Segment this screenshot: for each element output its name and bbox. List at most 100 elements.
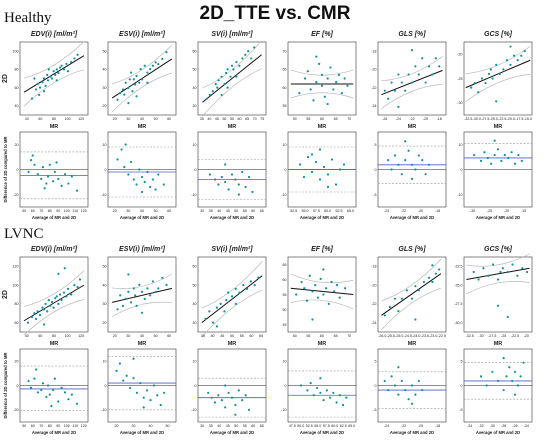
data-point-lvnc-gcs-bland-altman [514, 394, 516, 396]
x-tick-label-lvnc-esv-i-bland-altman: 30 [132, 424, 136, 428]
data-point-lvnc-sv-i-bland-altman [245, 394, 247, 396]
x-tick-label-lvnc-edv-i-regression: 80 [52, 334, 56, 338]
x-tick-label-healthy-sv-i-regression: 45 [215, 117, 219, 121]
y-tick-label-healthy-gls-regression: -22 [371, 86, 376, 90]
ci-lower-lvnc-gcs-regression [466, 281, 529, 293]
data-point-lvnc-gcs-bland-altman [491, 371, 493, 373]
data-point-healthy-gcs-bland-altman [483, 151, 485, 153]
data-point-healthy-edv-i-bland-altman [33, 164, 35, 166]
data-point-lvnc-gls-regression [438, 268, 440, 270]
y-tick-label-lvnc-esv-i-bland-altman: -10 [101, 408, 106, 412]
data-point-healthy-edv-i-bland-altman [49, 164, 51, 166]
x-tick-label-healthy-gls-regression: -26 [382, 117, 387, 121]
data-point-healthy-esv-i-bland-altman [123, 166, 125, 168]
data-point-healthy-sv-i-bland-altman [217, 183, 219, 185]
x-tick-label-healthy-ef-bland-altman: 57.5 [313, 209, 320, 213]
data-point-healthy-esv-i-regression [130, 71, 132, 73]
data-point-healthy-gls-regression [401, 81, 403, 83]
data-point-lvnc-esv-i-bland-altman [122, 380, 124, 382]
data-point-lvnc-gcs-bland-altman [480, 375, 482, 377]
data-point-healthy-ef-regression [338, 74, 340, 76]
data-point-lvnc-sv-i-regression [235, 303, 237, 305]
data-point-healthy-sv-i-regression [235, 76, 237, 78]
data-point-healthy-edv-i-bland-altman [47, 175, 49, 177]
data-point-healthy-esv-i-regression [125, 82, 127, 84]
data-point-lvnc-esv-i-regression [116, 308, 118, 310]
y-tick-label-healthy-gcs-regression: -25 [457, 77, 462, 81]
y-tick-label-healthy-sv-i-bland-altman: 10 [193, 143, 197, 147]
data-point-lvnc-gcs-regression [487, 275, 489, 277]
data-point-healthy-gls-bland-altman [401, 173, 403, 175]
panel-title-lvnc-sv-i-regression: SV(i) [ml/m²] [211, 246, 253, 253]
xlabel-healthy-edv-i-regression: MR [50, 124, 59, 130]
ci-upper-healthy-gls-regression [381, 56, 442, 80]
panel-title-healthy-ef-regression: EF [%] [311, 31, 333, 38]
data-point-healthy-gcs-bland-altman [517, 154, 519, 156]
data-point-lvnc-esv-i-regression [127, 273, 129, 275]
data-point-healthy-gcs-bland-altman [507, 157, 509, 159]
y-tick-label-healthy-sv-i-regression: 50 [193, 68, 197, 72]
x-tick-label-healthy-sv-i-regression: 70 [253, 117, 257, 121]
data-point-healthy-edv-i-regression [61, 65, 63, 67]
x-tick-label-healthy-gls-regression: -22 [409, 117, 414, 121]
y-tick-label-lvnc-esv-i-bland-altman: 10 [103, 359, 107, 363]
panel-title-healthy-gls-regression: GLS [%] [398, 31, 426, 38]
x-tick-label-lvnc-edv-i-bland-altman: 100 [64, 424, 70, 428]
data-point-healthy-sv-i-regression [247, 50, 249, 52]
data-point-lvnc-gls-bland-altman [397, 394, 399, 396]
data-point-healthy-gcs-regression [484, 82, 486, 84]
x-tick-label-healthy-gcs-regression: -25.0 [490, 117, 498, 121]
x-tick-label-healthy-sv-i-bland-altman: 40 [217, 209, 221, 213]
x-tick-label-healthy-esv-i-regression: 40 [140, 117, 144, 121]
data-point-lvnc-ef-bland-altman [316, 387, 318, 389]
x-tick-label-lvnc-gcs-bland-altman: -34 [467, 424, 472, 428]
data-point-healthy-sv-i-regression [235, 61, 237, 63]
data-point-lvnc-esv-i-regression [134, 294, 136, 296]
data-point-healthy-sv-i-bland-altman [245, 186, 247, 188]
x-tick-label-lvnc-gls-regression: -24.0 [412, 334, 420, 338]
y-tick-label-healthy-gls-regression: -24 [371, 104, 376, 108]
data-point-lvnc-gls-bland-altman [401, 380, 403, 382]
data-point-lvnc-gls-bland-altman [391, 375, 393, 377]
data-point-lvnc-esv-i-regression [165, 284, 167, 286]
y-tick-label-healthy-gls-regression: -20 [371, 68, 376, 72]
ci-lower-healthy-sv-i-regression [202, 69, 261, 116]
data-point-healthy-ef-regression [324, 96, 326, 98]
y-tick-label-healthy-edv-i-regression: 40 [15, 104, 19, 108]
data-point-healthy-edv-i-bland-altman [57, 178, 59, 180]
y-tick-label-lvnc-edv-i-regression: 100 [13, 283, 19, 287]
data-point-lvnc-ef-bland-altman [313, 394, 315, 396]
ci-upper-healthy-gcs-regression [466, 46, 530, 73]
panel-title-healthy-sv-i-regression: SV(i) [ml/m²] [211, 31, 253, 38]
xlabel-healthy-sv-i-bland-altman: Average of MR and 2D [210, 215, 254, 220]
xlabel-healthy-gls-regression: MR [408, 124, 417, 130]
x-tick-label-lvnc-gls-bland-altman: -18 [435, 424, 440, 428]
x-tick-label-lvnc-edv-i-regression: 40 [25, 334, 29, 338]
data-point-healthy-gls-regression [438, 65, 440, 67]
x-tick-label-lvnc-esv-i-regression: 40 [140, 334, 144, 338]
data-point-healthy-sv-i-regression [232, 68, 234, 70]
data-point-healthy-edv-i-regression [35, 88, 37, 90]
data-point-lvnc-sv-i-regression [208, 310, 210, 312]
y-tick-label-lvnc-sv-i-regression: 40 [193, 302, 197, 306]
y-tick-label-lvnc-edv-i-bland-altman: 20 [15, 359, 19, 363]
data-point-lvnc-ef-regression [325, 287, 327, 289]
x-tick-label-lvnc-gcs-bland-altman: -26 [512, 424, 517, 428]
x-tick-label-lvnc-esv-i-regression: 20 [113, 334, 117, 338]
data-point-healthy-esv-i-bland-altman [133, 178, 135, 180]
xlabel-healthy-gcs-regression: MR [494, 124, 503, 130]
data-point-healthy-sv-i-regression [212, 90, 214, 92]
xlabel-healthy-sv-i-regression: MR [228, 124, 237, 130]
x-tick-label-lvnc-gls-regression: -24.5 [404, 334, 412, 338]
data-point-lvnc-gls-regression [389, 306, 391, 308]
x-tick-label-lvnc-edv-i-bland-altman: 50 [22, 424, 26, 428]
y-tick-label-healthy-edv-i-bland-altman: 0 [17, 168, 19, 172]
data-point-healthy-esv-i-regression [155, 61, 157, 63]
x-tick-label-lvnc-edv-i-regression: 100 [65, 334, 71, 338]
data-point-lvnc-gls-bland-altman [411, 403, 413, 405]
data-point-healthy-esv-i-regression [133, 78, 135, 80]
x-tick-label-lvnc-ef-bland-altman: 47.5 [289, 424, 296, 428]
x-tick-label-healthy-gcs-regression: -22.5 [498, 117, 506, 121]
data-point-healthy-esv-i-regression [127, 87, 129, 89]
data-point-lvnc-ef-regression [344, 287, 346, 289]
